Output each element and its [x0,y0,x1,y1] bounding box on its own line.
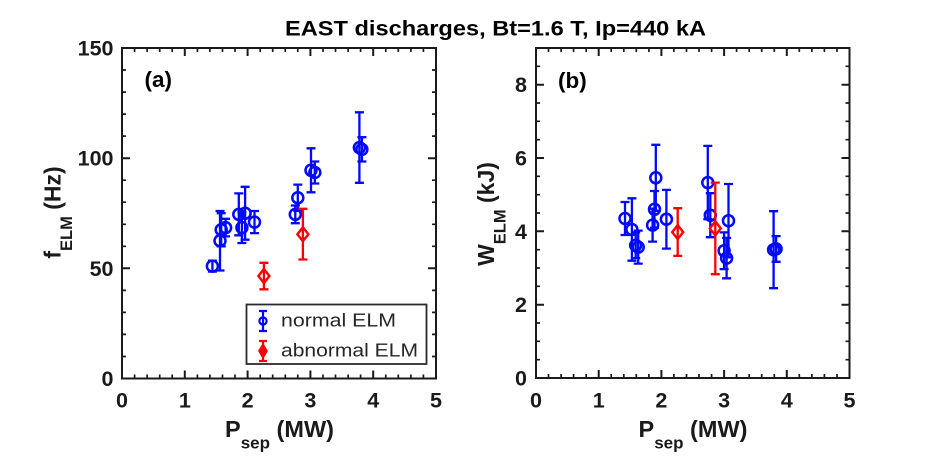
svg-text:150: 150 [78,37,114,61]
svg-text:100: 100 [78,147,114,171]
svg-text:50: 50 [90,257,114,281]
svg-text:2: 2 [515,293,527,317]
svg-text:2: 2 [242,389,254,413]
svg-text:(a): (a) [145,67,173,92]
svg-text:5: 5 [430,389,442,413]
svg-text:normal ELM: normal ELM [281,310,396,331]
svg-text:Psep (MW): Psep (MW) [225,416,334,453]
svg-text:3: 3 [718,389,730,413]
svg-text:abnormal ELM: abnormal ELM [281,340,418,361]
svg-text:3: 3 [304,389,316,413]
svg-text:0: 0 [530,389,542,413]
svg-text:5: 5 [844,389,856,413]
svg-text:4: 4 [367,389,379,413]
svg-text:8: 8 [515,73,527,97]
svg-text:EAST discharges, Bt=1.6 T, Ip=: EAST discharges, Bt=1.6 T, Ip=440 kA [285,17,706,41]
svg-text:1: 1 [179,389,191,413]
svg-text:4: 4 [781,389,793,413]
svg-text:0: 0 [102,367,114,391]
svg-text:6: 6 [515,147,527,171]
svg-text:4: 4 [515,220,527,244]
svg-text:(b): (b) [558,68,587,93]
svg-text:0: 0 [116,389,128,413]
svg-text:1: 1 [593,389,605,413]
svg-text:0: 0 [515,367,527,391]
svg-text:2: 2 [655,389,667,413]
